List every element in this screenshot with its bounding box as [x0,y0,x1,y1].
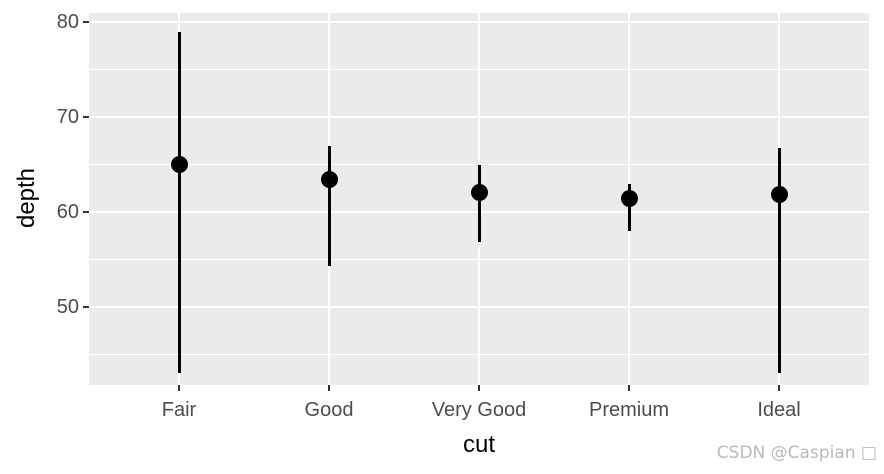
pointrange-dot-ideal [770,186,788,204]
y-tick-label-60: 60 [56,201,79,223]
y-tick-mark-60 [83,211,89,213]
pointrange-line-ideal [777,148,781,374]
y-tick-label-50: 50 [56,296,79,318]
pointrange-line-fair [177,31,181,374]
x-tick-mark-premium [628,385,630,391]
x-tick-label-fair: Fair [161,399,197,421]
x-tick-label-very-good: Very Good [431,399,527,421]
x-axis-title: cut [462,431,496,458]
x-tick-mark-very-good [478,385,480,391]
y-tick-mark-80 [83,21,89,24]
pointrange-dot-premium [620,190,638,208]
y-tick-label-80: 80 [56,11,79,34]
watermark: CSDN @Caspian □ [716,443,877,463]
y-tick-mark-50 [83,306,89,308]
y-tick-mark-70 [83,116,89,119]
pointrange-line-good [327,145,331,267]
x-tick-label-premium: Premium [588,399,669,421]
pointrange-dot-fair [170,156,188,174]
pointrange-dot-very-good [470,183,488,201]
x-tick-label-ideal: Ideal [757,399,801,421]
y-tick-label-70: 70 [56,106,79,129]
y-axis-title: depth [13,167,40,229]
pointrange-dot-good [320,171,338,189]
pointrange-line-premium [627,183,631,231]
x-tick-mark-fair [178,385,180,391]
x-tick-mark-good [328,385,330,391]
x-tick-mark-ideal [778,385,780,391]
plot-panel [89,13,869,385]
x-tick-label-good: Good [304,399,354,421]
pointrange-line-very-good [477,165,481,243]
